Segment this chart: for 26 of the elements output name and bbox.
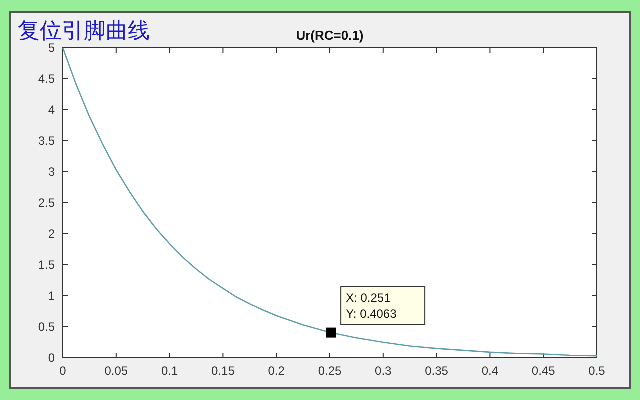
y-tick-label: 1.5	[38, 258, 56, 272]
x-tick-label: 0.45	[532, 364, 556, 378]
x-tick-label: 0	[60, 364, 67, 378]
y-tick-label: 2.5	[38, 196, 56, 210]
y-tick-label: 5	[48, 41, 56, 55]
y-tick-label: 0	[48, 351, 56, 365]
y-tick-label: 4	[48, 103, 56, 117]
y-tick-label: 2	[48, 227, 56, 241]
y-tick-label: 3	[48, 165, 56, 179]
x-tick-label: 0.5	[588, 364, 606, 378]
y-tick-label: 3.5	[38, 134, 56, 148]
x-tick-label: 0.35	[425, 364, 449, 378]
y-tick-label: 0.5	[38, 320, 56, 334]
x-tick-label: 0.2	[268, 364, 286, 378]
text: 复位引脚曲线	[18, 18, 150, 43]
x-tick-label: 0.1	[161, 364, 178, 378]
x-tick-label: 0.25	[318, 364, 342, 378]
x-tick-label: 0.05	[104, 364, 128, 378]
chart-title: Ur(RC=0.1)	[296, 28, 364, 43]
annotation: X: 0.251 Y: 0.4063	[346, 290, 398, 321]
y-tick-label: 4.5	[38, 72, 56, 86]
datatip: X: 0.251 Y: 0.4063	[326, 286, 426, 338]
x-tick-label: 0.15	[212, 364, 236, 378]
x-tick-label: 0.3	[375, 364, 392, 378]
x-tick-label: 0.4	[482, 364, 499, 378]
y-tick-label: 1	[48, 289, 56, 303]
